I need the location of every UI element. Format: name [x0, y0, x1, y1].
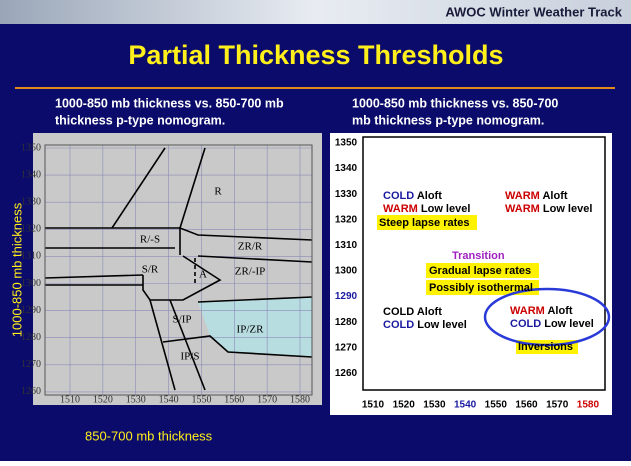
y-tick-label: 1260 [335, 368, 358, 379]
x-tick-label: 1520 [93, 394, 113, 405]
x-tick-label: 1550 [485, 400, 508, 411]
panel [33, 133, 322, 405]
region-label: S/R [142, 264, 159, 276]
circle [483, 287, 611, 347]
y-tick-label: 1320 [335, 214, 358, 225]
x-tick-label: 1510 [362, 400, 385, 411]
y-tick-label: 1300 [21, 278, 41, 289]
boundaries [44, 147, 313, 391]
caption: thickness p-type nomogram. [55, 113, 225, 127]
y-tick-label: 1290 [21, 305, 41, 316]
note: WARM Low level [383, 203, 470, 215]
x-tick-label: 1570 [257, 394, 277, 405]
region-label: S/IP [173, 314, 192, 326]
caption: 1000-850 mb thickness vs. 850-700 [352, 96, 558, 110]
y-tick-label: 1290 [335, 291, 358, 302]
y-tick-label: 1340 [21, 169, 41, 180]
y-tick-label: 1320 [21, 224, 41, 235]
x-tick-label: 1540 [159, 394, 179, 405]
plot-frame [44, 144, 313, 396]
caption: mb thickness p-type nomogram. [352, 113, 544, 127]
highlight [377, 215, 477, 230]
x-tick-label: 1560 [224, 394, 244, 405]
left-nomogram: 1350 1340 1330 1320 1310 1300 1290 1280 1270 1260… [21, 133, 322, 405]
note: WARM Aloft [505, 190, 568, 202]
ip-zr-fill [198, 297, 312, 357]
note: COLD Aloft [383, 306, 442, 318]
x-tick-label: 1580 [290, 394, 310, 405]
x-tick-label: 1530 [126, 394, 146, 405]
y-tick-label: 1350 [21, 142, 41, 153]
note: Gradual lapse rates [429, 265, 531, 277]
region-label: IP/ZR [237, 324, 265, 336]
y-tick-label: 1300 [335, 266, 358, 277]
y-tick-label: 1330 [21, 196, 41, 207]
region-label: ZR/R [238, 241, 263, 253]
plot-frame [362, 136, 606, 391]
y-tick-label: 1340 [335, 163, 358, 174]
note: Transition [452, 250, 505, 262]
header-bar [0, 0, 631, 24]
right-nomogram: COLD Aloft WARM Low level Steep lapse ra… [330, 133, 612, 415]
x-tick-label: 1540 [454, 400, 477, 411]
y-tick-label: 1330 [335, 189, 358, 200]
region-label: A [199, 269, 207, 281]
x-tick-label: 1560 [515, 400, 538, 411]
x-tick-label: 1520 [393, 400, 416, 411]
note: COLD Aloft [383, 190, 442, 202]
y-tick-label: 1270 [21, 359, 41, 370]
highlight [426, 263, 539, 278]
x-tick-label: 1530 [423, 400, 446, 411]
note: COLD Low level [383, 319, 467, 331]
x-tick-label: 1580 [577, 400, 600, 411]
note: WARM Low level [505, 203, 592, 215]
y-axis-label: 1000-850 mb thickness [9, 202, 24, 337]
y-tick-label: 1310 [21, 251, 41, 262]
region-label: ZR/-IP [235, 266, 266, 278]
y-tick-label: 1270 [335, 342, 358, 353]
caption: 1000-850 mb thickness vs. 850-700 mb [55, 96, 284, 110]
y-tick-label: 1280 [21, 332, 41, 343]
y-tick-label: 1310 [335, 240, 358, 251]
note: Steep lapse rates [379, 217, 470, 229]
region-label: R [214, 186, 222, 198]
brand: AWOC Winter Weather Track [445, 4, 622, 19]
x-axis-label: 850-700 mb thickness [85, 428, 213, 443]
highlight [426, 280, 539, 295]
note: COLD Low level [510, 318, 594, 330]
y-tick-label: 1280 [335, 317, 358, 328]
note: WARM Aloft [510, 305, 573, 317]
note: Inversions [518, 341, 573, 353]
x-tick-label: 1550 [191, 394, 211, 405]
x-tick-label: 1570 [546, 400, 569, 411]
y-tick-label: 1260 [21, 386, 41, 397]
region-label: IP/S [181, 351, 200, 363]
region-label: R/-S [140, 234, 160, 246]
x-tick-label: 1510 [60, 394, 80, 405]
y-tick-label: 1350 [335, 138, 358, 149]
title: Partial Thickness Thresholds [128, 40, 503, 70]
note: Possibly isothermal [429, 282, 533, 294]
